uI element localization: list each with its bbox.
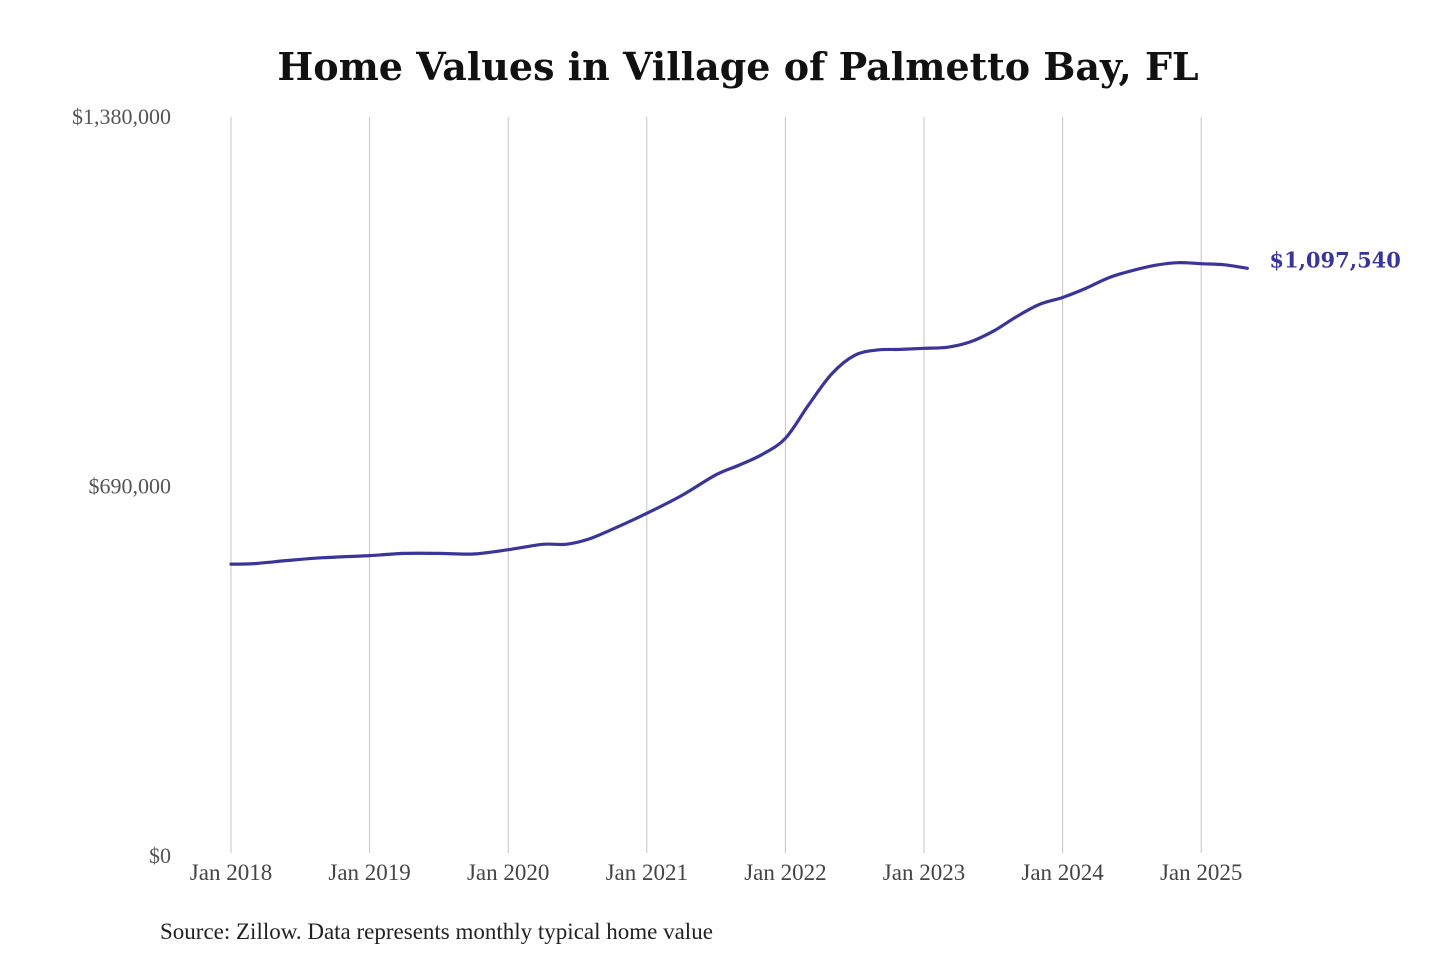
y-axis-ticks: $0 $690,000 $1,380,000 bbox=[72, 104, 171, 868]
x-axis-ticks: Jan 2018 Jan 2019 Jan 2020 Jan 2021 Jan 2022… bbox=[190, 860, 1243, 885]
series bbox=[229, 261, 1249, 566]
x-tick-label: Jan 2020 bbox=[467, 860, 549, 885]
x-tick-label: Jan 2023 bbox=[883, 860, 965, 885]
source-note: Source: Zillow. Data represents monthly … bbox=[160, 919, 713, 944]
x-tick-label: Jan 2025 bbox=[1160, 860, 1242, 885]
end-value-label: $1,097,540 bbox=[1269, 247, 1401, 272]
gridlines bbox=[230, 117, 1202, 853]
x-tick-label: Jan 2024 bbox=[1021, 860, 1104, 885]
x-tick-label: Jan 2022 bbox=[744, 860, 826, 885]
x-tick-label: Jan 2018 bbox=[190, 860, 272, 885]
y-tick-label: $0 bbox=[149, 843, 171, 868]
chart-title: Home Values in Village of Palmetto Bay, … bbox=[277, 44, 1198, 89]
y-tick-label: $690,000 bbox=[89, 474, 172, 499]
y-tick-label: $1,380,000 bbox=[72, 104, 171, 129]
x-tick-label: Jan 2019 bbox=[328, 860, 410, 885]
series-line bbox=[229, 261, 1249, 566]
x-tick-label: Jan 2021 bbox=[606, 860, 688, 885]
